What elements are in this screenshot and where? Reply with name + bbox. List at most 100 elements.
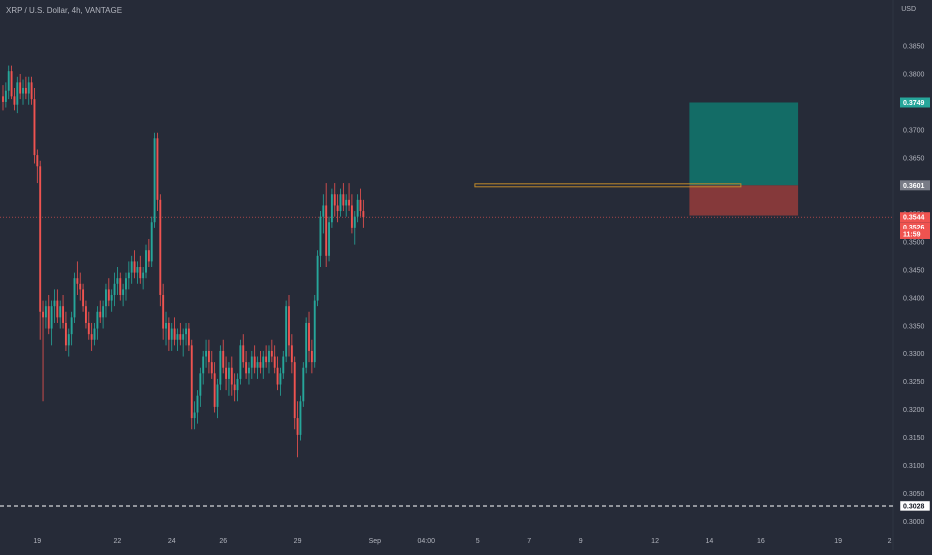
candle-body [248, 367, 250, 374]
candle-body [253, 356, 256, 368]
candle-body [142, 272, 145, 279]
y-tick-label: 0.3050 [903, 491, 925, 498]
candle-body [225, 367, 228, 379]
candle-body [285, 306, 288, 357]
x-tick-label: 29 [294, 538, 302, 545]
price-label-box [900, 180, 930, 191]
candle-body [79, 283, 82, 290]
candle-body [87, 322, 90, 335]
candle-body [56, 300, 59, 318]
candle-body [67, 334, 70, 346]
y-tick-label: 0.3150 [903, 435, 925, 442]
candle-body [4, 90, 7, 102]
candle-body [313, 300, 316, 363]
candle-body [165, 322, 167, 329]
candle-body [196, 395, 199, 413]
candle-body [308, 322, 310, 351]
price-label: 0.3028 [903, 503, 925, 510]
candle-body [333, 194, 336, 206]
candle-body [319, 216, 322, 256]
y-tick-label: 0.3450 [903, 267, 925, 274]
candle-body [22, 87, 24, 94]
candle-body [16, 82, 19, 105]
candle-body [219, 350, 222, 385]
candle-body [130, 261, 133, 273]
candle-body [348, 199, 351, 206]
y-tick-label: 0.3200 [903, 407, 925, 414]
candle-body [282, 356, 285, 374]
candle-body [7, 71, 10, 91]
candle-body [27, 82, 30, 94]
candle-body [233, 384, 236, 391]
candle-body [299, 401, 302, 435]
x-tick-label: 2 [888, 538, 892, 545]
candle-body [276, 367, 279, 385]
candle-body [119, 278, 122, 295]
x-tick-label: 9 [579, 538, 583, 545]
candle-body [230, 367, 233, 385]
candle-body [216, 384, 219, 407]
x-tick-label: 19 [33, 538, 41, 545]
candle-body [336, 205, 339, 212]
candle-body [250, 356, 253, 368]
y-tick-label: 0.3100 [903, 463, 925, 470]
candle-body [125, 278, 127, 290]
candle-body [330, 194, 333, 223]
price-label-box [900, 228, 930, 239]
candle-body [262, 356, 265, 368]
candle-body [345, 199, 348, 206]
candle-body [302, 367, 305, 402]
candle-body [293, 362, 296, 419]
x-tick-label: 7 [527, 538, 531, 545]
y-tick-label: 0.3000 [903, 519, 925, 526]
price-label: 0.3601 [903, 183, 925, 190]
candle-body [322, 205, 325, 217]
candle-body [236, 378, 239, 391]
y-tick-label: 0.3850 [903, 43, 925, 50]
candle-body [113, 283, 116, 295]
candle-body [305, 322, 308, 368]
x-tick-label: 5 [476, 538, 480, 545]
candle-body [102, 306, 105, 318]
candle-body [62, 306, 65, 323]
candle-body [296, 418, 299, 435]
x-tick-label: 26 [219, 538, 227, 545]
candle-body [93, 328, 96, 340]
x-tick-label: 22 [114, 538, 122, 545]
candle-body [167, 322, 170, 340]
candle-body [59, 306, 62, 318]
candle-body [173, 328, 176, 340]
candle-body [222, 350, 225, 368]
candle-body [310, 350, 313, 363]
candle-body [99, 311, 102, 318]
candle-body [90, 334, 93, 340]
candle-body [39, 166, 42, 312]
candle-body [19, 82, 22, 94]
candle-body [187, 328, 190, 346]
x-tick-label: Sep [369, 538, 382, 545]
candle-body [356, 199, 359, 217]
candle-body [96, 311, 99, 329]
resistance-box [474, 183, 742, 188]
candle-body [182, 334, 185, 340]
candle-body [147, 250, 150, 262]
candle-body [205, 350, 208, 357]
candle-body [179, 334, 182, 340]
x-tick-label: 04:00 [418, 538, 436, 545]
candle-body [342, 194, 345, 206]
price-label: 11:59 [903, 231, 921, 238]
candle-body [139, 267, 142, 279]
candle-body [44, 306, 47, 318]
candle-body [199, 373, 202, 396]
candle-body [359, 199, 362, 212]
candle-body [73, 278, 76, 318]
candle-body [185, 328, 187, 335]
candle-body [159, 199, 162, 295]
price-label: 0.3526 [903, 225, 925, 232]
candle-body [133, 261, 136, 273]
candle-body [70, 317, 73, 335]
candle-body [207, 350, 210, 363]
candle-body [176, 334, 179, 340]
